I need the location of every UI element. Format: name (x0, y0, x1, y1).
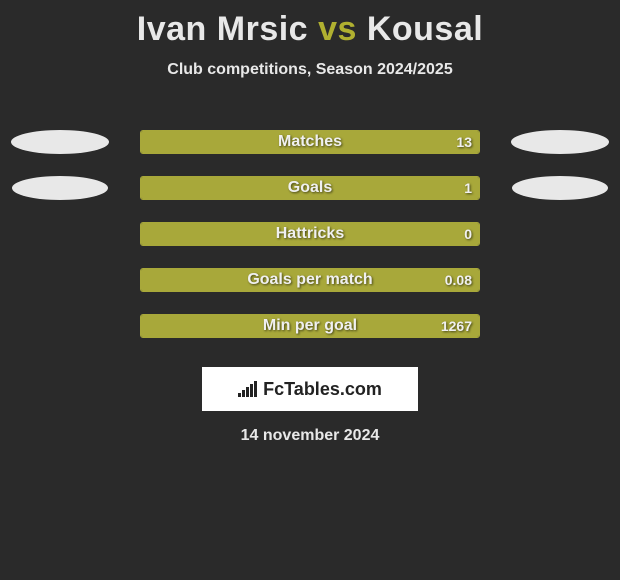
subtitle: Club competitions, Season 2024/2025 (0, 61, 620, 79)
logo-bar-icon (250, 384, 253, 397)
comparison-chart: Matches13Goals1Hattricks0Goals per match… (0, 119, 620, 349)
stat-row: Hattricks0 (0, 211, 620, 257)
logo-bar-icon (254, 381, 257, 397)
bar-fill-right (141, 177, 479, 199)
right-value: 1267 (441, 318, 472, 334)
bar-track (140, 222, 480, 246)
stat-row: Goals per match0.08 (0, 257, 620, 303)
player2-name: Kousal (367, 10, 483, 48)
left-ellipse (11, 130, 109, 154)
vs-label: vs (318, 10, 357, 48)
fctables-logo: FcTables.com (202, 367, 418, 411)
bar-fill-right (141, 315, 479, 337)
page-title: Ivan Mrsic vs Kousal (0, 10, 620, 49)
player1-name: Ivan Mrsic (137, 10, 308, 48)
right-value: 0.08 (445, 272, 472, 288)
comparison-infographic: Ivan Mrsic vs Kousal Club competitions, … (0, 0, 620, 445)
logo-bar-icon (242, 390, 245, 397)
bar-fill-right (141, 269, 479, 291)
right-value: 0 (464, 226, 472, 242)
right-value: 13 (456, 134, 472, 150)
logo-text: FcTables.com (238, 379, 382, 400)
bar-fill-right (141, 223, 479, 245)
logo-bar-icon (246, 387, 249, 397)
logo-bars-icon (238, 381, 257, 397)
stat-row: Min per goal1267 (0, 303, 620, 349)
bar-fill-right (141, 131, 479, 153)
right-value: 1 (464, 180, 472, 196)
right-ellipse (511, 130, 609, 154)
bar-track (140, 130, 480, 154)
bar-track (140, 314, 480, 338)
stat-row: Goals1 (0, 165, 620, 211)
stat-row: Matches13 (0, 119, 620, 165)
bar-track (140, 268, 480, 292)
logo-bar-icon (238, 393, 241, 397)
logo-label: FcTables.com (263, 379, 382, 400)
date-label: 14 november 2024 (0, 427, 620, 445)
right-ellipse (512, 176, 608, 200)
bar-track (140, 176, 480, 200)
left-ellipse (12, 176, 108, 200)
